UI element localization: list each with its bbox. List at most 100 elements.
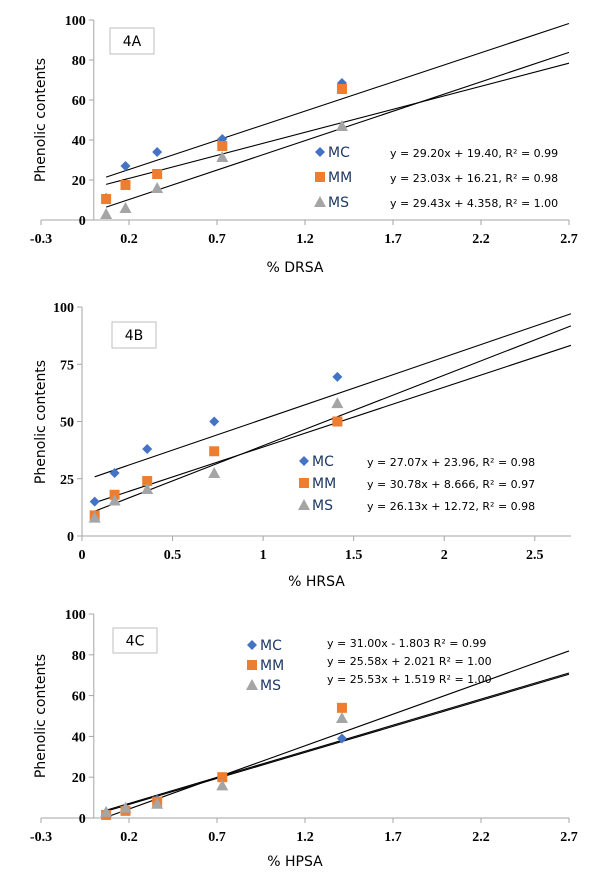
data-point-mc xyxy=(332,371,343,382)
x-tick-label: 0 xyxy=(79,548,86,563)
trend-equation-mc: y = 29.20x + 19.40, R² = 0.99 xyxy=(390,147,558,160)
y-tick-label: 50 xyxy=(60,416,74,431)
data-point-mc xyxy=(120,161,131,171)
legend-marker-mc xyxy=(315,147,325,157)
y-tick-label: 80 xyxy=(72,649,86,664)
x-axis-title: % HPSA xyxy=(267,854,323,870)
x-tick-label: 0.2 xyxy=(120,830,138,845)
y-tick-label: 0 xyxy=(79,812,86,827)
x-tick-label: 0.7 xyxy=(208,830,226,845)
y-tick-label: 25 xyxy=(60,473,74,488)
x-tick-label: 1.2 xyxy=(296,830,314,845)
x-tick-label: 2.7 xyxy=(560,830,578,845)
legend-marker-mm xyxy=(299,478,309,488)
data-point-mm xyxy=(142,476,153,487)
y-tick-label: 20 xyxy=(72,174,86,189)
x-tick-label: 1 xyxy=(260,548,267,563)
data-point-mm xyxy=(101,194,112,204)
panel-label: 4C xyxy=(126,634,145,650)
data-point-mm xyxy=(152,169,163,179)
x-axis-title: % HRSA xyxy=(288,574,345,590)
data-point-mm xyxy=(336,84,347,94)
chart-panel-4a: -0.3 0.2 0.7 1.2 1.7 2.2 2.7 0 20 40 60 80 100 Phenol… xyxy=(30,14,578,276)
x-tick-label: -0.3 xyxy=(30,232,52,247)
y-axis-title: Phenolic contents xyxy=(33,654,49,778)
y-tick-label: 0 xyxy=(79,214,86,229)
trendline-mc xyxy=(105,650,570,818)
trend-equation-mm: y = 25.58x + 2.021 R² = 1.00 xyxy=(327,655,492,668)
chart-panel-4b: 0 0.5 1 1.5 2 2.5 0 25 50 75 100 Phenolic contents%… xyxy=(33,301,572,590)
trendline-mc xyxy=(94,313,572,478)
data-point-ms xyxy=(216,151,229,162)
y-axis-title: Phenolic contents xyxy=(33,360,49,484)
data-point-ms xyxy=(331,397,344,409)
x-tick-label: 1.7 xyxy=(384,232,402,247)
data-point-ms xyxy=(141,483,154,495)
y-tick-label: 20 xyxy=(72,771,86,786)
data-point-mc xyxy=(109,468,120,479)
y-tick-label: 100 xyxy=(53,301,74,316)
trend-equation-mm: y = 30.78x + 8.666, R² = 0.97 xyxy=(367,478,535,491)
legend-label-ms: MS xyxy=(260,678,281,694)
legend-marker-ms xyxy=(314,196,326,207)
data-point-mc xyxy=(209,416,220,427)
x-tick-label: 0.7 xyxy=(208,232,226,247)
data-point-ms xyxy=(119,202,132,213)
trend-equation-mc: y = 31.00x - 1.803 R² = 0.99 xyxy=(327,637,486,650)
legend-marker-ms xyxy=(298,499,310,510)
trendline-mc xyxy=(105,22,570,178)
legend-label-mc: MC xyxy=(260,638,282,654)
trendline-mm xyxy=(105,672,570,811)
x-tick-label: 2.2 xyxy=(472,232,490,247)
data-point-ms xyxy=(119,801,132,813)
panel-label: 4B xyxy=(125,328,144,344)
x-tick-label: -0.3 xyxy=(30,830,52,845)
data-point-mm xyxy=(332,416,343,427)
x-tick-label: 1.7 xyxy=(384,830,402,845)
data-point-ms xyxy=(100,805,113,817)
data-point-ms xyxy=(335,712,348,724)
y-tick-label: 100 xyxy=(65,608,86,623)
legend-label-ms: MS xyxy=(328,195,349,211)
legend-marker-ms xyxy=(246,679,258,690)
y-tick-label: 60 xyxy=(72,94,86,109)
trend-equation-ms: y = 26.13x + 12.72, R² = 0.98 xyxy=(367,500,535,513)
legend-label-ms: MS xyxy=(312,498,333,514)
data-point-mm xyxy=(336,702,347,713)
y-tick-label: 0 xyxy=(67,530,74,545)
data-point-mc xyxy=(336,733,347,744)
legend-marker-mc xyxy=(299,456,309,466)
data-point-ms xyxy=(151,797,164,809)
x-tick-label: 1.5 xyxy=(345,548,363,563)
trendline-ms xyxy=(105,673,570,812)
x-tick-label: 2.7 xyxy=(560,232,578,247)
data-point-mm xyxy=(120,180,131,190)
panel-label-box xyxy=(109,27,155,55)
chart-panel-4c: -0.3 0.2 0.7 1.2 1.7 2.2 2.7 0 20 40 60 80 100 Phenol… xyxy=(30,608,578,870)
legend-label-mc: MC xyxy=(328,145,350,161)
trendline-mm xyxy=(105,62,570,185)
data-point-mc xyxy=(152,147,163,157)
data-point-ms xyxy=(108,494,121,506)
trend-equation-mm: y = 23.03x + 16.21, R² = 0.98 xyxy=(390,172,558,185)
data-point-mc xyxy=(89,496,100,507)
data-point-mm xyxy=(217,141,228,151)
trend-equation-ms: y = 29.43x + 4.358, R² = 1.00 xyxy=(390,197,558,210)
panel-label: 4A xyxy=(123,34,142,50)
legend-label-mm: MM xyxy=(312,476,336,492)
trend-equation-ms: y = 25.53x + 1.519 R² = 1.00 xyxy=(327,673,492,686)
legend-marker-mc xyxy=(247,640,257,650)
x-tick-label: 2.5 xyxy=(526,548,544,563)
data-point-ms xyxy=(208,467,221,479)
data-point-mm xyxy=(209,446,220,457)
data-point-ms xyxy=(216,779,229,791)
x-axis-title: % DRSA xyxy=(267,260,324,276)
data-point-ms xyxy=(151,182,164,193)
legend-label-mm: MM xyxy=(260,658,284,674)
legend-marker-mm xyxy=(315,172,325,182)
y-axis-title: Phenolic contents xyxy=(33,58,49,182)
x-tick-label: 1.2 xyxy=(296,232,314,247)
trend-equation-mc: y = 27.07x + 23.96, R² = 0.98 xyxy=(367,456,535,469)
y-tick-label: 80 xyxy=(72,54,86,69)
